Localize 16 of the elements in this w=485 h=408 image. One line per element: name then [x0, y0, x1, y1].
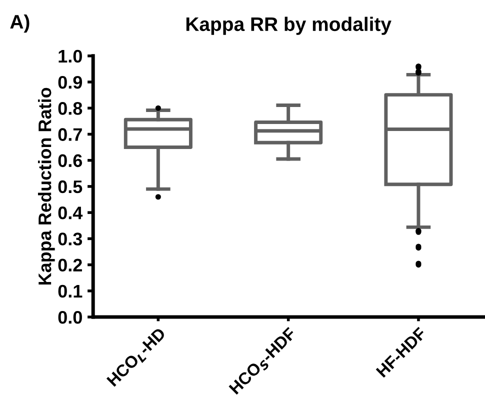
y-tick-label: 0.8 [58, 102, 82, 115]
y-tick-label: 0.5 [58, 180, 82, 194]
y-tick-label: 0.6 [58, 154, 82, 168]
chart-title: Kappa RR by modality [186, 16, 392, 35]
y-tick-label: 1.0 [58, 50, 82, 63]
y-tick-label: 0.7 [58, 128, 82, 141]
x-tick-label: HCO$_{L}$-HD [106, 326, 168, 389]
x-tick-label: HCO$_{S}$-HDF [228, 326, 298, 397]
y-axis-title: Kappa Reduction Ratio [38, 88, 55, 285]
y-tick-label: 0.4 [58, 206, 83, 220]
y-tick-label: 0.1 [58, 284, 82, 298]
text: A) [10, 14, 30, 33]
y-tick-label: 0.2 [58, 258, 82, 272]
y-tick-label: 0.9 [58, 76, 82, 89]
y-tick-label: 0.3 [58, 232, 82, 246]
y-tick-label: 0.0 [58, 310, 82, 324]
